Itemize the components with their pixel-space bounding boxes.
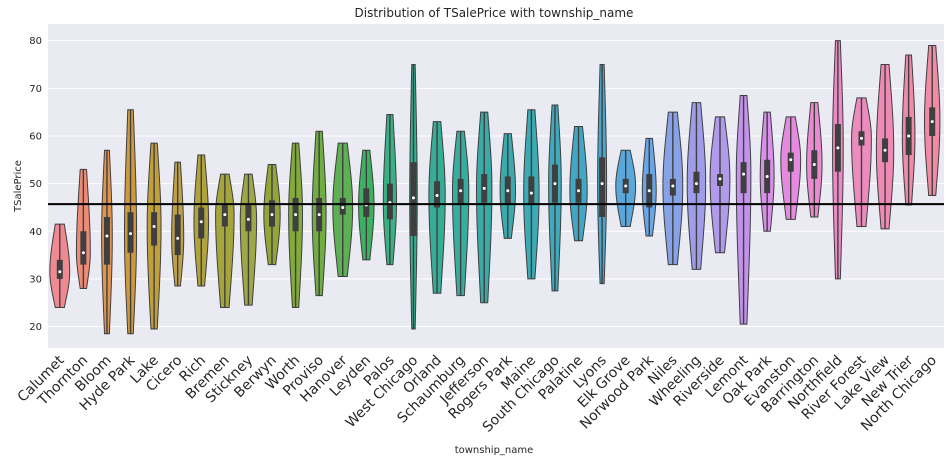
violin-median: [294, 213, 298, 217]
violin-median: [765, 174, 769, 178]
violin-median: [553, 182, 557, 186]
violin-median: [812, 163, 816, 167]
violin-iqr-box: [174, 214, 181, 256]
violin-median: [907, 134, 911, 138]
violin-median: [58, 270, 62, 274]
violin-median: [529, 191, 533, 195]
violin-median: [341, 205, 345, 209]
violin-median: [600, 182, 604, 186]
violin-median: [883, 148, 887, 152]
violin-median: [482, 186, 486, 190]
violin-median: [718, 177, 722, 181]
y-tick-label: 30: [29, 274, 42, 285]
violin-median: [624, 184, 628, 188]
y-tick-label: 60: [29, 131, 42, 142]
violin-median: [742, 172, 746, 176]
y-tick-label: 50: [29, 179, 42, 190]
violin-median: [647, 189, 651, 193]
violin-median: [270, 213, 274, 217]
violin-median: [671, 184, 675, 188]
violin-median: [930, 120, 934, 124]
violin-median: [199, 220, 203, 224]
violin-median: [176, 236, 180, 240]
violin-iqr-box: [528, 176, 535, 206]
violin-median: [789, 158, 793, 162]
y-tick-label: 20: [29, 322, 42, 333]
violin-median: [577, 189, 581, 193]
violin-median: [129, 232, 133, 236]
violin-median: [152, 225, 156, 228]
violin-iqr-box: [787, 152, 794, 172]
violin-iqr-box: [151, 212, 158, 246]
violin-median: [81, 251, 85, 255]
violin-median: [836, 146, 840, 150]
chart-title: Distribution of TSalePrice with township…: [355, 6, 634, 20]
violin-iqr-box: [740, 162, 747, 194]
violin-median: [694, 182, 698, 186]
violin-iqr-box: [599, 157, 606, 217]
y-tick-label: 70: [29, 84, 42, 95]
y-ticks: 20 30 40 50 60 70 80: [29, 36, 42, 333]
violin-median: [246, 217, 250, 221]
violin-median: [411, 196, 415, 200]
violin-median: [459, 189, 463, 193]
violins: [49, 40, 941, 335]
violin-iqr-box: [56, 259, 63, 279]
y-axis-label: TSalePrice: [13, 160, 24, 213]
violin-median: [317, 213, 321, 217]
violin-median: [859, 136, 863, 140]
violin-median: [435, 194, 439, 198]
violin-median: [105, 234, 109, 238]
x-axis-label: township_name: [455, 445, 534, 456]
violin-median: [223, 213, 227, 217]
violin-median: [506, 189, 510, 193]
y-tick-label: 80: [29, 36, 42, 47]
violin-iqr-box: [363, 188, 370, 217]
violin-iqr-box: [80, 231, 87, 265]
violin-iqr-box: [103, 216, 110, 265]
y-tick-label: 40: [29, 227, 42, 238]
